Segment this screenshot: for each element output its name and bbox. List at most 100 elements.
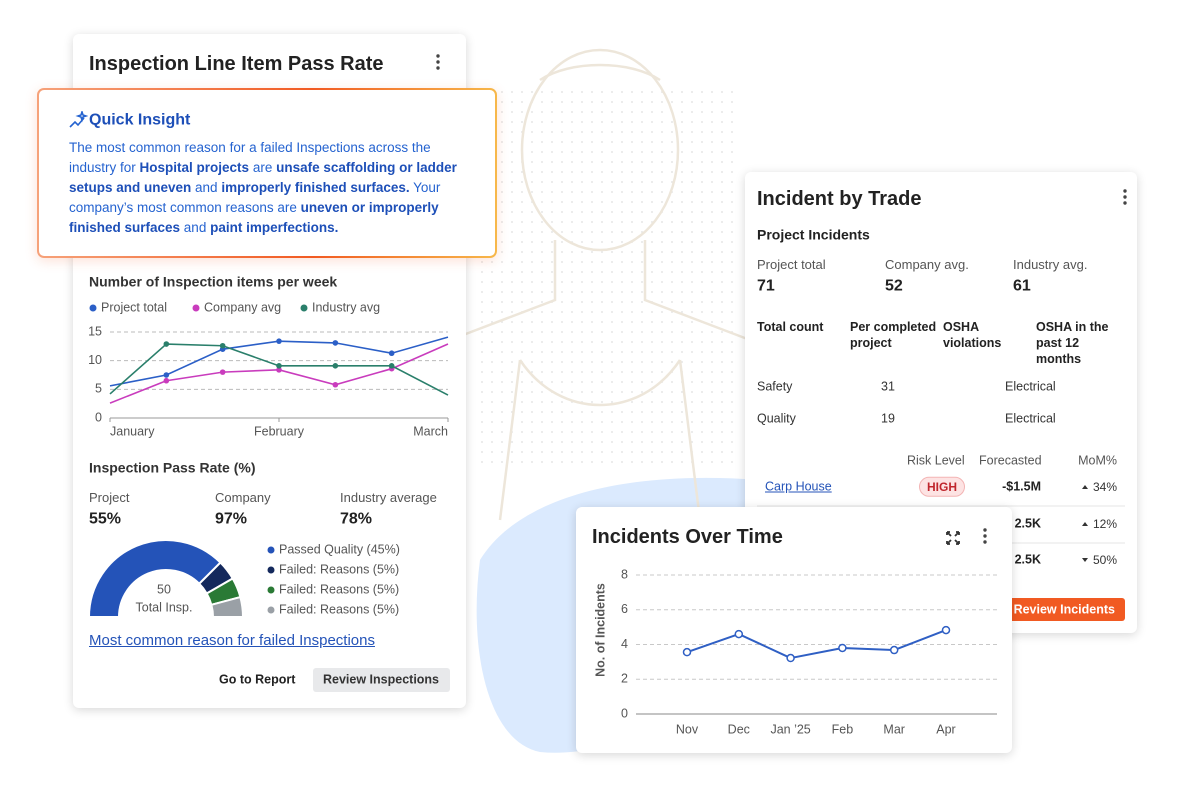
table-header: OSHA in the past 12 months (1036, 320, 1109, 366)
y-tick-label: 5 (95, 382, 102, 396)
stat-value: 61 (1013, 277, 1031, 295)
legend-swatch (267, 546, 275, 554)
card-title: Incidents Over Time (592, 526, 783, 548)
insight-text: The most common reason for a failed Insp… (69, 138, 469, 238)
forecast: 2.5K (1014, 516, 1041, 531)
kebab-menu[interactable] (983, 528, 987, 544)
kebab-menu[interactable] (1123, 189, 1127, 205)
kebab-menu[interactable] (436, 54, 440, 70)
over-time-graphics: 0 2 4 6 8 No. of Incidents Nov Dec Jan ’25 Feb Mar… (593, 528, 997, 736)
mom-change: 12% (1092, 516, 1117, 531)
stat-label: Company avg. (885, 257, 969, 273)
trend-arrow (1082, 485, 1088, 489)
stat-value: 78% (340, 510, 373, 528)
series-point (838, 643, 847, 653)
stat-label: Industry avg. (1013, 257, 1088, 273)
table-cell: Safety (757, 379, 793, 394)
gauge-segment (87, 539, 222, 618)
card-title: Inspection Line Item Pass Rate (89, 53, 384, 75)
series-point (163, 377, 170, 384)
series-point (682, 647, 692, 657)
x-tick-label: Nov (676, 722, 699, 736)
legend-label: Failed: Reasons (5%) (279, 562, 399, 576)
inspection-card-graphics: 0 5 10 15 January February March Project total C… (87, 54, 450, 692)
table-cell: 19 (881, 411, 895, 426)
button-label[interactable]: Review Incidents (1013, 602, 1115, 617)
expand-icon[interactable] (946, 531, 960, 545)
table-header: Per completed project (850, 320, 937, 350)
y-tick-label: 8 (621, 567, 628, 581)
project-link[interactable]: Carp House (765, 479, 832, 494)
table-cell: Electrical (1005, 411, 1056, 426)
stat-value: 71 (757, 277, 775, 295)
chart-title: Number of Inspection items per week (89, 273, 338, 290)
y-tick-label: 0 (621, 706, 628, 720)
series-point (332, 381, 339, 388)
button-label[interactable]: Review Inspections (323, 672, 440, 687)
mom-change: 34% (1092, 479, 1117, 494)
series-point (163, 341, 170, 347)
legend-label: Failed: Reasons (5%) (279, 582, 399, 596)
series-point (889, 645, 899, 655)
dot-pattern (480, 90, 740, 470)
stat-label: Project (89, 490, 130, 506)
review-inspections-button[interactable] (313, 668, 450, 692)
insight-segment: and (191, 180, 222, 195)
quick-insight: Quick Insight The most common reason for… (37, 88, 497, 258)
series-point (388, 363, 395, 369)
series-point (786, 653, 795, 663)
card-title: Incident by Trade (757, 188, 922, 210)
legend-label: Project total (101, 300, 167, 314)
insight-segment: improperly finished surfaces. (221, 180, 410, 195)
legend-swatch (267, 566, 275, 574)
table-header: Total count (757, 320, 824, 334)
stat-label: Project total (757, 257, 826, 273)
mom-change: 50% (1092, 552, 1117, 567)
legend-swatch (267, 586, 275, 594)
trend-header: MoM% (1078, 453, 1117, 468)
y-axis-label: No. of Incidents (593, 583, 607, 677)
x-tick-label: March (413, 424, 448, 438)
table-cell: 31 (881, 379, 895, 394)
series-point (734, 629, 744, 639)
review-incidents-button[interactable] (1003, 598, 1125, 621)
legend-swatch (89, 304, 97, 312)
series-point (163, 372, 170, 378)
forecast: -$1.5M (1002, 479, 1041, 494)
legend-swatch (192, 304, 200, 312)
section-title: Inspection Pass Rate (%) (89, 459, 256, 476)
x-tick-label: February (254, 424, 305, 438)
x-tick-label: Mar (883, 722, 905, 736)
legend-label: Industry avg (312, 300, 380, 314)
legend-swatch (267, 606, 275, 614)
risk-badge: HIGH (919, 476, 965, 498)
x-tick-label: Apr (936, 722, 955, 736)
stat-label: Company (215, 490, 271, 506)
insight-segment: are (249, 160, 277, 175)
legend-swatch (300, 304, 308, 312)
series-point (276, 367, 282, 373)
table-header: OSHA violations (943, 320, 1002, 350)
table-cell: Quality (757, 411, 796, 426)
failed-reasons-link[interactable]: Most common reason for failed Inspection… (89, 632, 375, 649)
stat-label: Industry average (340, 490, 437, 506)
y-tick-label: 6 (621, 602, 628, 616)
y-tick-label: 2 (621, 672, 628, 686)
series-point (388, 350, 395, 357)
insight-segment: paint imperfections. (210, 220, 339, 235)
stat-value: 52 (885, 277, 903, 295)
gauge-total-label: Total Insp. (136, 600, 193, 614)
gauge-total: 50 (157, 582, 171, 596)
trend-header: Risk Level (907, 453, 965, 468)
y-tick-label: 0 (95, 410, 102, 424)
series-point (332, 363, 339, 369)
y-tick-label: 15 (88, 324, 102, 338)
series-point (219, 342, 226, 349)
x-tick-label: Dec (728, 722, 750, 736)
insight-title: Quick Insight (89, 111, 191, 129)
series-point (276, 363, 282, 369)
go-to-report-button[interactable]: Go to Report (219, 672, 296, 687)
series-line (686, 629, 947, 660)
series-point (332, 340, 339, 346)
